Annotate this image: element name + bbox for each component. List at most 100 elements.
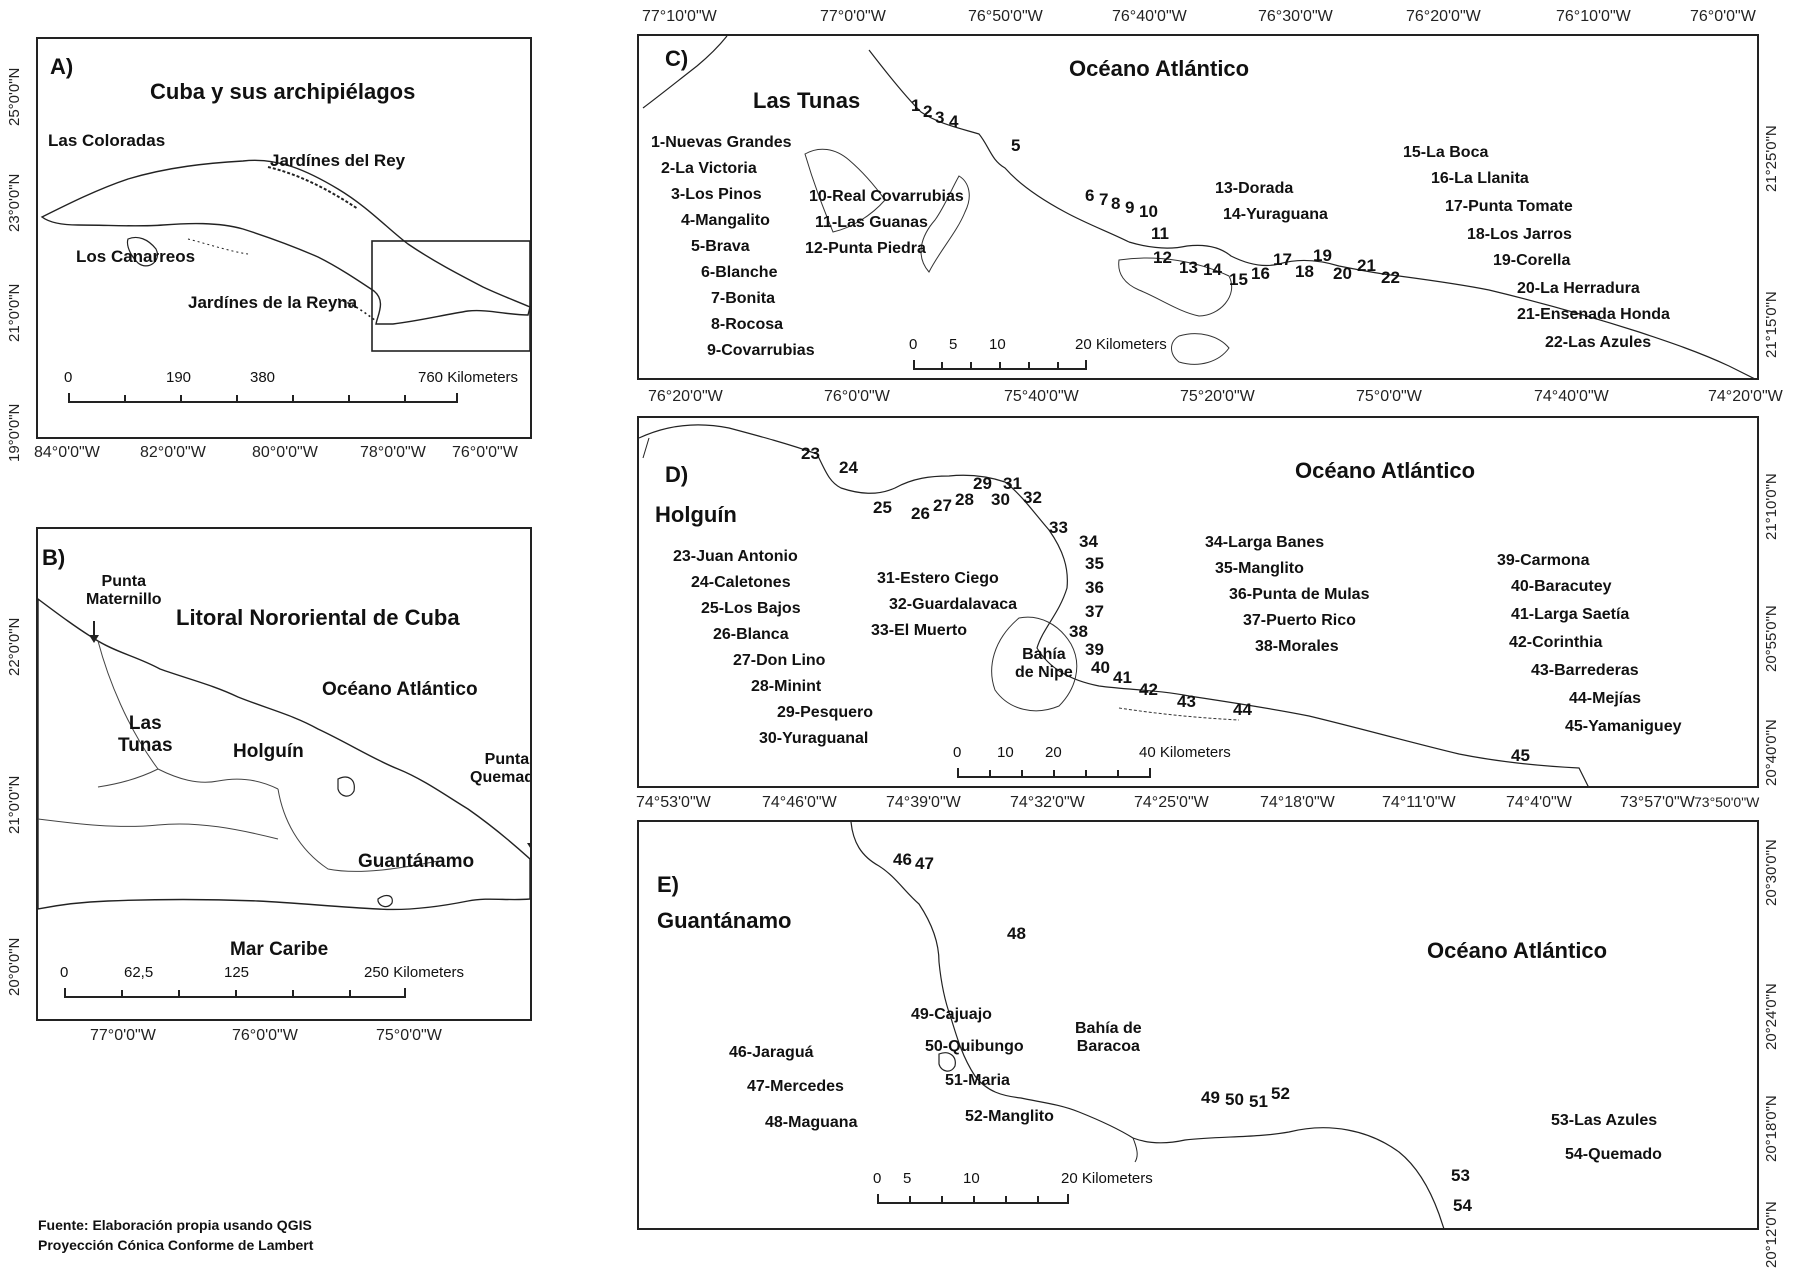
las-tunas-coastline bbox=[642, 36, 1755, 378]
beach-marker: 28 bbox=[955, 490, 974, 509]
panel-e-y-coord: 20°12'0"N bbox=[1763, 1201, 1780, 1268]
beach-label: 13-Dorada bbox=[1215, 180, 1294, 197]
beach-marker: 29 bbox=[973, 474, 992, 493]
beach-label: 28-Minint bbox=[751, 678, 822, 695]
beach-label: 49-Cajuajo bbox=[911, 1006, 992, 1023]
label-holguin-province: Holguín bbox=[233, 741, 304, 762]
beach-label: 51-Maria bbox=[945, 1072, 1010, 1089]
beach-marker: 5 bbox=[1011, 136, 1021, 155]
panel-a-x-coord: 82°0'0"W bbox=[140, 444, 206, 461]
panel-b-y-coord: 21°0'0"N bbox=[6, 775, 23, 834]
panel-d-x-coord-bottom: 74°11'0"W bbox=[1382, 794, 1456, 811]
panel-c-x-coord: 76°0'0"W bbox=[1690, 8, 1756, 25]
panel-c-province-label: Las Tunas bbox=[753, 88, 861, 113]
panel-e-y-coord: 20°18'0"N bbox=[1763, 1095, 1780, 1162]
label-jardines-del-rey: Jardínes del Rey bbox=[270, 151, 406, 170]
beach-marker: 26 bbox=[911, 504, 930, 523]
beach-marker: 21 bbox=[1357, 256, 1376, 275]
panel-e-map: E) Guantánamo Océano Atlántico Bahía de … bbox=[637, 820, 1759, 1230]
beach-label: 17-Punta Tomate bbox=[1445, 198, 1573, 215]
panel-d-province-label: Holguín bbox=[655, 502, 737, 527]
panel-c-x-coord: 76°20'0"W bbox=[1406, 8, 1481, 25]
beach-marker: 49 bbox=[1201, 1088, 1220, 1107]
beach-marker: 34 bbox=[1079, 532, 1098, 551]
beach-marker: 13 bbox=[1179, 258, 1198, 277]
beach-label: 3-Los Pinos bbox=[671, 186, 762, 203]
panel-d-x-coord-bottom: 73°57'0"W bbox=[1620, 794, 1695, 811]
footer-source: Fuente: Elaboración propia usando QGIS bbox=[38, 1217, 312, 1233]
beach-marker: 22 bbox=[1381, 268, 1400, 287]
beach-marker: 38 bbox=[1069, 622, 1088, 641]
panel-a-x-coord: 78°0'0"W bbox=[360, 444, 426, 461]
panel-d-y-coord: 20°40'0"N bbox=[1763, 719, 1780, 786]
beach-label: 4-Mangalito bbox=[681, 212, 770, 229]
beach-marker: 48 bbox=[1007, 924, 1026, 943]
panel-a-map: A) Cuba y sus archipiélagos Las Colorada… bbox=[36, 37, 532, 439]
label-bahia-de-nipe: Bahía de Nipe bbox=[1015, 646, 1073, 681]
panel-d-x-coord: 75°40'0"W bbox=[1004, 388, 1079, 405]
beach-label: 26-Blanca bbox=[713, 626, 789, 643]
holguin-coastline bbox=[639, 424, 1589, 786]
panel-e-y-coord: 20°24'0"N bbox=[1763, 983, 1780, 1050]
beach-label: 27-Don Lino bbox=[733, 652, 826, 669]
beach-label: 30-Yuraguanal bbox=[759, 730, 869, 747]
beach-label: 15-La Boca bbox=[1403, 144, 1489, 161]
beach-marker: 30 bbox=[991, 490, 1010, 509]
beach-marker: 45 bbox=[1511, 746, 1530, 765]
beach-marker: 32 bbox=[1023, 488, 1042, 507]
beach-marker: 42 bbox=[1139, 680, 1158, 699]
panel-c-y-coord: 21°15'0"N bbox=[1763, 291, 1780, 358]
beach-marker: 11 bbox=[1151, 224, 1169, 243]
beach-marker: 10 bbox=[1139, 202, 1158, 221]
panel-d-x-coord: 74°20'0"W bbox=[1708, 388, 1783, 405]
beach-marker: 52 bbox=[1271, 1084, 1290, 1103]
panel-b-map: B) Punta Maternillo Litoral Nororiental … bbox=[36, 527, 532, 1021]
beach-label: 29-Pesquero bbox=[777, 704, 874, 721]
beach-marker: 27 bbox=[933, 496, 952, 515]
label-los-canarreos: Los Canarreos bbox=[76, 247, 196, 266]
beach-marker: 15 bbox=[1229, 270, 1248, 289]
panel-c-y-coord: 21°25'0"N bbox=[1763, 125, 1780, 192]
panel-a-x-coord: 76°0'0"W bbox=[452, 444, 518, 461]
beach-marker: 50 bbox=[1225, 1090, 1244, 1109]
beach-marker: 47 bbox=[915, 854, 934, 873]
beach-marker: 33 bbox=[1049, 518, 1068, 537]
beach-marker: 36 bbox=[1085, 578, 1104, 597]
beach-label: 41-Larga Saetía bbox=[1511, 606, 1630, 623]
panel-b-sea-label: Mar Caribe bbox=[230, 939, 329, 960]
beach-marker: 35 bbox=[1085, 554, 1104, 573]
beach-marker: 51 bbox=[1249, 1092, 1268, 1111]
panel-c-map: C) Océano Atlántico Las Tunas 1-Nuevas G… bbox=[637, 34, 1759, 380]
beach-label: 24-Caletones bbox=[691, 574, 791, 591]
panel-b-y-coord: 22°0'0"N bbox=[6, 617, 23, 676]
panel-d-x-coord-bottom: 74°53'0"W bbox=[636, 794, 711, 811]
panel-c-x-coord: 77°0'0"W bbox=[820, 8, 886, 25]
beach-label: 12-Punta Piedra bbox=[805, 240, 926, 257]
beach-label: 16-La Llanita bbox=[1431, 170, 1529, 187]
panel-d-x-coord-bottom: 74°39'0"W bbox=[886, 794, 961, 811]
panel-d-x-coord: 74°40'0"W bbox=[1534, 388, 1609, 405]
panel-d-x-coord-bottom: 74°46'0"W bbox=[762, 794, 837, 811]
beach-label: 37-Puerto Rico bbox=[1243, 612, 1356, 629]
beach-label: 18-Los Jarros bbox=[1467, 226, 1572, 243]
panel-b-x-coord: 76°0'0"W bbox=[232, 1027, 298, 1044]
panel-a-y-coord: 21°0'0"N bbox=[6, 283, 23, 342]
beach-label: 45-Yamaniguey bbox=[1565, 718, 1682, 735]
panel-e-y-coord: 20°30'0"N bbox=[1763, 839, 1780, 906]
panel-a-x-coord: 84°0'0"W bbox=[34, 444, 100, 461]
beach-label: 21-Ensenada Honda bbox=[1517, 306, 1670, 323]
beach-label: 2-La Victoria bbox=[661, 160, 757, 177]
beach-label: 32-Guardalavaca bbox=[889, 596, 1018, 613]
cuba-outline bbox=[40, 159, 530, 352]
panel-b-letter: B) bbox=[42, 545, 66, 570]
panel-a-y-coord: 25°0'0"N bbox=[6, 67, 23, 126]
panel-b-x-coord: 75°0'0"W bbox=[376, 1027, 442, 1044]
beach-marker: 8 bbox=[1111, 194, 1121, 213]
beach-marker: 14 bbox=[1203, 260, 1222, 279]
panel-e-letter: E) bbox=[657, 872, 679, 897]
beach-marker: 41 bbox=[1113, 668, 1132, 687]
beach-marker: 24 bbox=[839, 458, 858, 477]
beach-marker: 4 bbox=[949, 112, 959, 131]
panel-b-x-coord: 77°0'0"W bbox=[90, 1027, 156, 1044]
panel-d-x-coord: 76°20'0"W bbox=[648, 388, 723, 405]
